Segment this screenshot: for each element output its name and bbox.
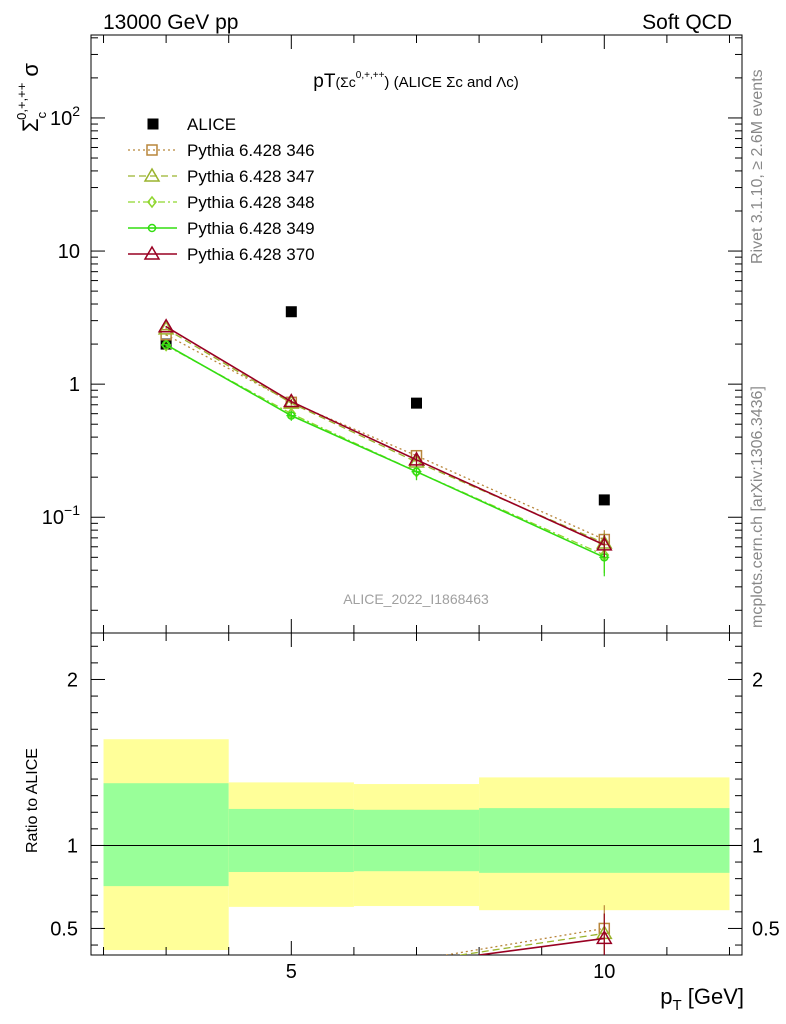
x-axis-label: pT [GeV] bbox=[660, 984, 744, 1014]
series-1 bbox=[160, 329, 611, 551]
main-y-axis-label: Σc0,+,++σ bbox=[14, 63, 49, 132]
ratio-y-tick-label-right: 0.5 bbox=[752, 918, 780, 940]
ratio-y-axis-label: Ratio to ALICE bbox=[24, 748, 41, 853]
legend-marker bbox=[147, 118, 159, 130]
plot-title: pT(Σc0,+,++) (ALICE Σc and Λc) bbox=[313, 70, 518, 92]
alice-data-point bbox=[598, 494, 610, 506]
series-line bbox=[165, 334, 605, 541]
category-label: Soft QCD bbox=[642, 11, 732, 34]
legend-item-3: Pythia 6.428 348 bbox=[128, 193, 315, 212]
legend-marker bbox=[143, 245, 161, 260]
legend-label: Pythia 6.428 370 bbox=[187, 245, 315, 264]
legend-marker bbox=[146, 144, 158, 156]
legend-label: Pythia 6.428 347 bbox=[187, 167, 315, 186]
data-point bbox=[161, 339, 172, 352]
ratio-uncertainty-bands bbox=[91, 739, 742, 951]
ratio-band-inner-1 bbox=[228, 808, 354, 873]
ratio-line bbox=[456, 932, 605, 955]
alice-data-point bbox=[285, 306, 297, 318]
main-y-tick-label-exp: 2 bbox=[72, 103, 80, 119]
legend-marker bbox=[147, 195, 157, 209]
main-y-tick-label-base: 1 bbox=[69, 374, 80, 396]
ratio-y-tick-label-left: 0.5 bbox=[50, 918, 78, 940]
series-4 bbox=[161, 340, 610, 577]
collision-label: 13000 GeV pp bbox=[103, 11, 238, 34]
ratio-series-2 bbox=[478, 913, 613, 955]
ratio-line bbox=[442, 927, 605, 955]
series-line bbox=[165, 344, 605, 556]
ratio-y-tick-label-left: 2 bbox=[67, 669, 78, 691]
data-point bbox=[283, 393, 300, 408]
main-y-tick-label-base: 10 bbox=[42, 507, 64, 529]
ratio-y-tick-labels: 0.5 0.5 1 1 2 2 bbox=[50, 669, 780, 940]
legend-item-1: Pythia 6.428 346 bbox=[128, 141, 315, 160]
ratio-band-inner-3 bbox=[479, 808, 730, 873]
main-y-tick-label: 10 bbox=[58, 241, 80, 263]
alice-data-point bbox=[411, 397, 422, 409]
rivet-version-label: Rivet 3.1.10, ≥ 2.6M events bbox=[749, 69, 766, 264]
legend-label: ALICE bbox=[187, 115, 236, 134]
legend-label: Pythia 6.428 349 bbox=[187, 219, 315, 238]
analysis-watermark: ALICE_2022_I1868463 bbox=[343, 591, 489, 607]
legend-item-0: ALICE bbox=[147, 115, 236, 134]
series-line bbox=[165, 343, 605, 559]
ratio-point bbox=[595, 929, 613, 945]
ratio-y-tick-label-right: 1 bbox=[752, 835, 763, 857]
legend: ALICE Pythia 6.428 346 Pythia 6.428 347 Pyt… bbox=[128, 115, 315, 264]
x-tick-labels: 5 10 bbox=[286, 961, 616, 983]
data-point bbox=[408, 451, 425, 466]
ratio-series-0 bbox=[442, 905, 611, 955]
ratio-y-tick-label-right: 2 bbox=[752, 669, 763, 691]
ratio-line bbox=[478, 937, 605, 955]
main-y-tick-label: 10−1 bbox=[42, 502, 80, 529]
main-y-tick-label-exp: −1 bbox=[64, 502, 80, 518]
legend-label: Pythia 6.428 348 bbox=[187, 193, 315, 212]
main-y-tick-label-base: 10 bbox=[50, 108, 72, 130]
ratio-band-inner-2 bbox=[353, 809, 480, 872]
main-y-tick-label-base: 10 bbox=[58, 241, 80, 263]
series-0 bbox=[160, 306, 610, 506]
legend-marker bbox=[143, 167, 161, 182]
legend-item-4: Pythia 6.428 349 bbox=[128, 219, 315, 238]
series-5 bbox=[157, 318, 613, 558]
main-y-tick-label: 102 bbox=[50, 103, 80, 130]
ratio-series-1 bbox=[456, 913, 613, 955]
data-point bbox=[595, 536, 613, 551]
legend-item-2: Pythia 6.428 347 bbox=[128, 167, 315, 186]
main-plot-series bbox=[157, 306, 613, 577]
ratio-plot-series bbox=[442, 905, 613, 955]
axis-ticks bbox=[91, 35, 742, 955]
ratio-band-inner-0 bbox=[103, 783, 229, 887]
legend-label: Pythia 6.428 346 bbox=[187, 141, 315, 160]
series-line bbox=[165, 326, 605, 546]
mcplots-label: mcplots.cern.ch [arXiv:1306.3436] bbox=[749, 386, 766, 628]
ratio-y-tick-label-left: 1 bbox=[67, 835, 78, 857]
series-2 bbox=[157, 320, 613, 556]
main-y-tick-label: 1 bbox=[69, 374, 80, 396]
data-point bbox=[157, 318, 175, 333]
legend-item-5: Pythia 6.428 370 bbox=[128, 245, 315, 264]
x-tick-label: 5 bbox=[286, 961, 297, 983]
series-line bbox=[165, 328, 605, 544]
x-tick-label: 10 bbox=[593, 961, 615, 983]
